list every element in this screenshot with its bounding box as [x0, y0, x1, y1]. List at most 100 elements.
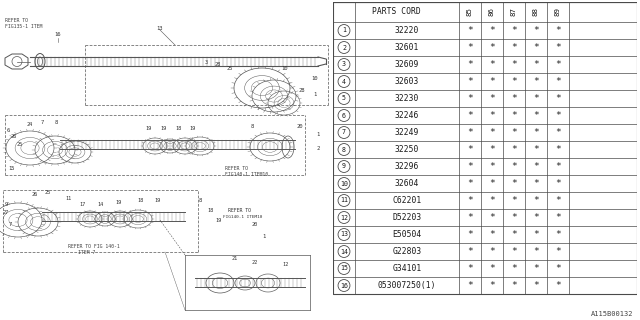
Text: *: * — [555, 145, 561, 154]
Text: *: * — [467, 162, 473, 171]
Text: *: * — [511, 145, 517, 154]
Text: *: * — [467, 145, 473, 154]
Text: 89: 89 — [555, 7, 561, 17]
Text: FIG140-1 ITEM10: FIG140-1 ITEM10 — [225, 172, 268, 177]
Text: 27: 27 — [3, 211, 9, 215]
Text: *: * — [467, 230, 473, 239]
Text: 28: 28 — [215, 61, 221, 67]
Text: *: * — [511, 77, 517, 86]
Text: 25: 25 — [17, 141, 23, 147]
Text: 32249: 32249 — [395, 128, 419, 137]
Text: *: * — [489, 145, 495, 154]
Text: *: * — [555, 111, 561, 120]
Text: 10: 10 — [340, 180, 348, 187]
Text: 3: 3 — [342, 61, 346, 68]
Text: A115B00132: A115B00132 — [591, 311, 634, 317]
Text: *: * — [489, 230, 495, 239]
Text: *: * — [555, 60, 561, 69]
Text: G22803: G22803 — [392, 247, 422, 256]
Text: *: * — [489, 43, 495, 52]
Text: *: * — [467, 213, 473, 222]
Text: REFER TO FIG 140-1: REFER TO FIG 140-1 — [68, 244, 120, 249]
Text: *: * — [467, 264, 473, 273]
Text: *: * — [533, 128, 539, 137]
Text: 87: 87 — [511, 7, 517, 17]
Text: *: * — [489, 213, 495, 222]
Text: *: * — [555, 264, 561, 273]
Text: 20: 20 — [297, 124, 303, 130]
Text: 25: 25 — [227, 66, 233, 70]
Text: *: * — [533, 26, 539, 35]
Text: 14: 14 — [340, 249, 348, 254]
Text: 4: 4 — [342, 78, 346, 84]
Text: E50504: E50504 — [392, 230, 422, 239]
Text: 1: 1 — [314, 92, 317, 98]
Text: *: * — [489, 281, 495, 290]
Text: *: * — [489, 94, 495, 103]
Text: 9: 9 — [342, 164, 346, 170]
Text: 19: 19 — [189, 125, 195, 131]
Text: *: * — [555, 281, 561, 290]
Text: 2: 2 — [342, 44, 346, 51]
Text: *: * — [467, 281, 473, 290]
Text: 053007250(1): 053007250(1) — [378, 281, 436, 290]
Text: 16: 16 — [340, 283, 348, 289]
Text: 16: 16 — [55, 33, 61, 37]
Text: *: * — [533, 196, 539, 205]
Text: 32230: 32230 — [395, 94, 419, 103]
Text: 32604: 32604 — [395, 179, 419, 188]
Text: *: * — [555, 77, 561, 86]
Text: 85: 85 — [467, 7, 473, 17]
Text: *: * — [489, 247, 495, 256]
Text: 11: 11 — [340, 197, 348, 204]
Text: REFER TO: REFER TO — [5, 18, 28, 23]
Text: PARTS CORD: PARTS CORD — [372, 7, 420, 17]
Text: 21: 21 — [232, 255, 238, 260]
Text: 24: 24 — [27, 123, 33, 127]
Text: *: * — [511, 26, 517, 35]
Text: *: * — [511, 60, 517, 69]
Text: *: * — [467, 196, 473, 205]
Text: D52203: D52203 — [392, 213, 422, 222]
Text: *: * — [511, 264, 517, 273]
Text: 7: 7 — [8, 221, 12, 227]
Text: *: * — [489, 196, 495, 205]
Text: 32609: 32609 — [395, 60, 419, 69]
Text: *: * — [511, 111, 517, 120]
Text: 10: 10 — [282, 66, 288, 70]
Text: G34101: G34101 — [392, 264, 422, 273]
Text: 22: 22 — [252, 260, 258, 265]
Text: *: * — [555, 94, 561, 103]
Text: *: * — [511, 162, 517, 171]
Text: 5: 5 — [342, 95, 346, 101]
Text: *: * — [511, 230, 517, 239]
Text: *: * — [533, 281, 539, 290]
Text: 7: 7 — [40, 119, 44, 124]
Text: C62201: C62201 — [392, 196, 422, 205]
Text: *: * — [533, 213, 539, 222]
Text: 13: 13 — [157, 26, 163, 30]
Text: *: * — [533, 247, 539, 256]
Text: 18: 18 — [175, 125, 181, 131]
Text: *: * — [555, 128, 561, 137]
Text: 7: 7 — [342, 130, 346, 135]
Text: *: * — [489, 162, 495, 171]
Text: *: * — [533, 111, 539, 120]
Text: *: * — [467, 26, 473, 35]
Text: *: * — [489, 26, 495, 35]
Text: 19: 19 — [154, 197, 160, 203]
Text: *: * — [511, 179, 517, 188]
Text: REFER TO: REFER TO — [228, 207, 252, 212]
Text: 8: 8 — [250, 124, 253, 130]
Text: *: * — [555, 247, 561, 256]
Text: *: * — [555, 162, 561, 171]
Text: *: * — [533, 77, 539, 86]
Text: *: * — [511, 43, 517, 52]
Text: 28: 28 — [299, 87, 305, 92]
Text: 6: 6 — [342, 113, 346, 118]
Text: 10: 10 — [312, 76, 318, 81]
Text: *: * — [489, 264, 495, 273]
Text: 32250: 32250 — [395, 145, 419, 154]
Text: 3: 3 — [204, 60, 207, 65]
Text: *: * — [533, 145, 539, 154]
